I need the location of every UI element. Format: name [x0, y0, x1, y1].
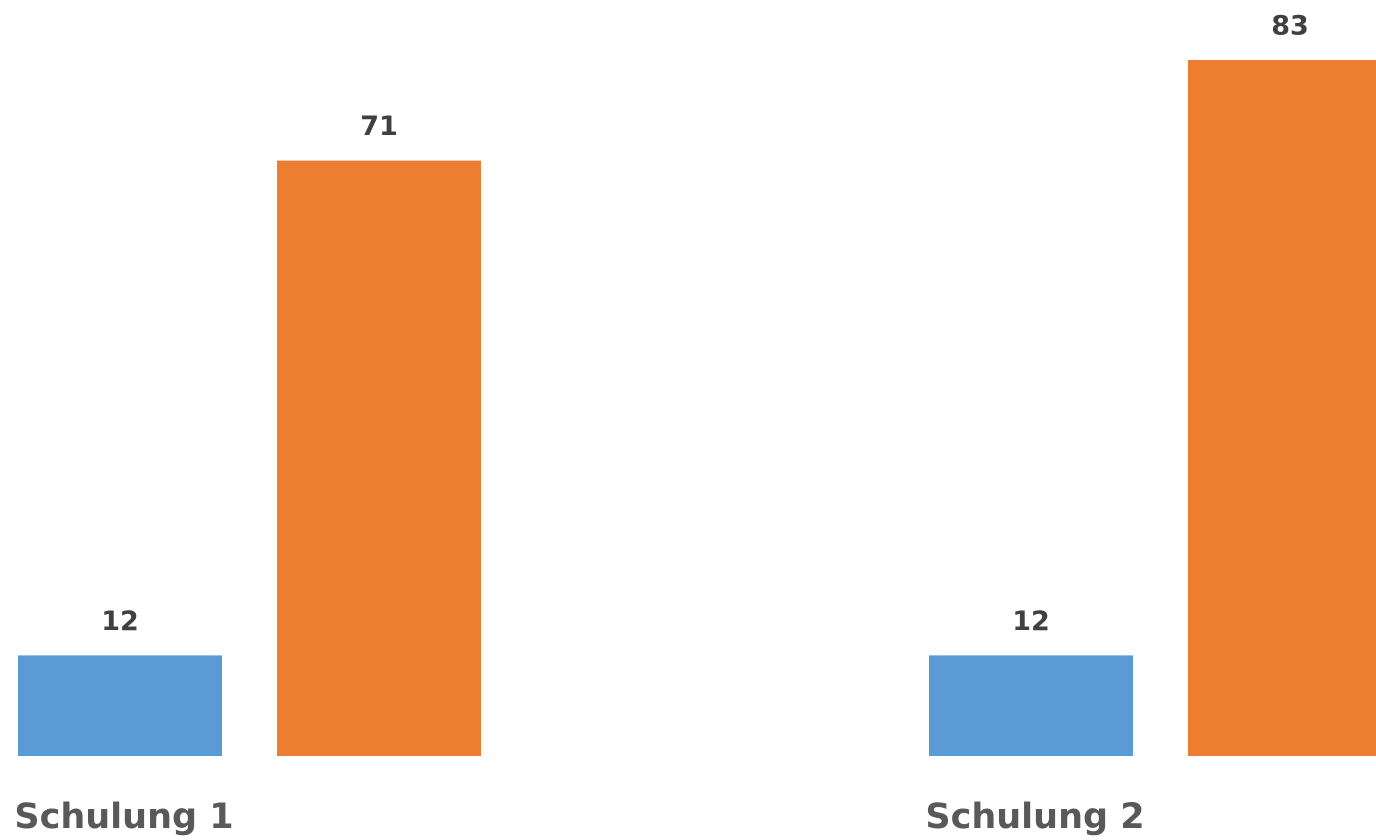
bar [277, 160, 481, 756]
bar [929, 655, 1133, 756]
value-label: 71 [360, 111, 398, 142]
value-label: 12 [101, 606, 139, 637]
bar [1188, 60, 1376, 756]
category-label: Schulung 2 [925, 797, 1144, 837]
value-label: 12 [1012, 606, 1050, 637]
value-label: 83 [1271, 11, 1309, 42]
category-label: Schulung 1 [14, 797, 233, 837]
bar [18, 655, 222, 756]
